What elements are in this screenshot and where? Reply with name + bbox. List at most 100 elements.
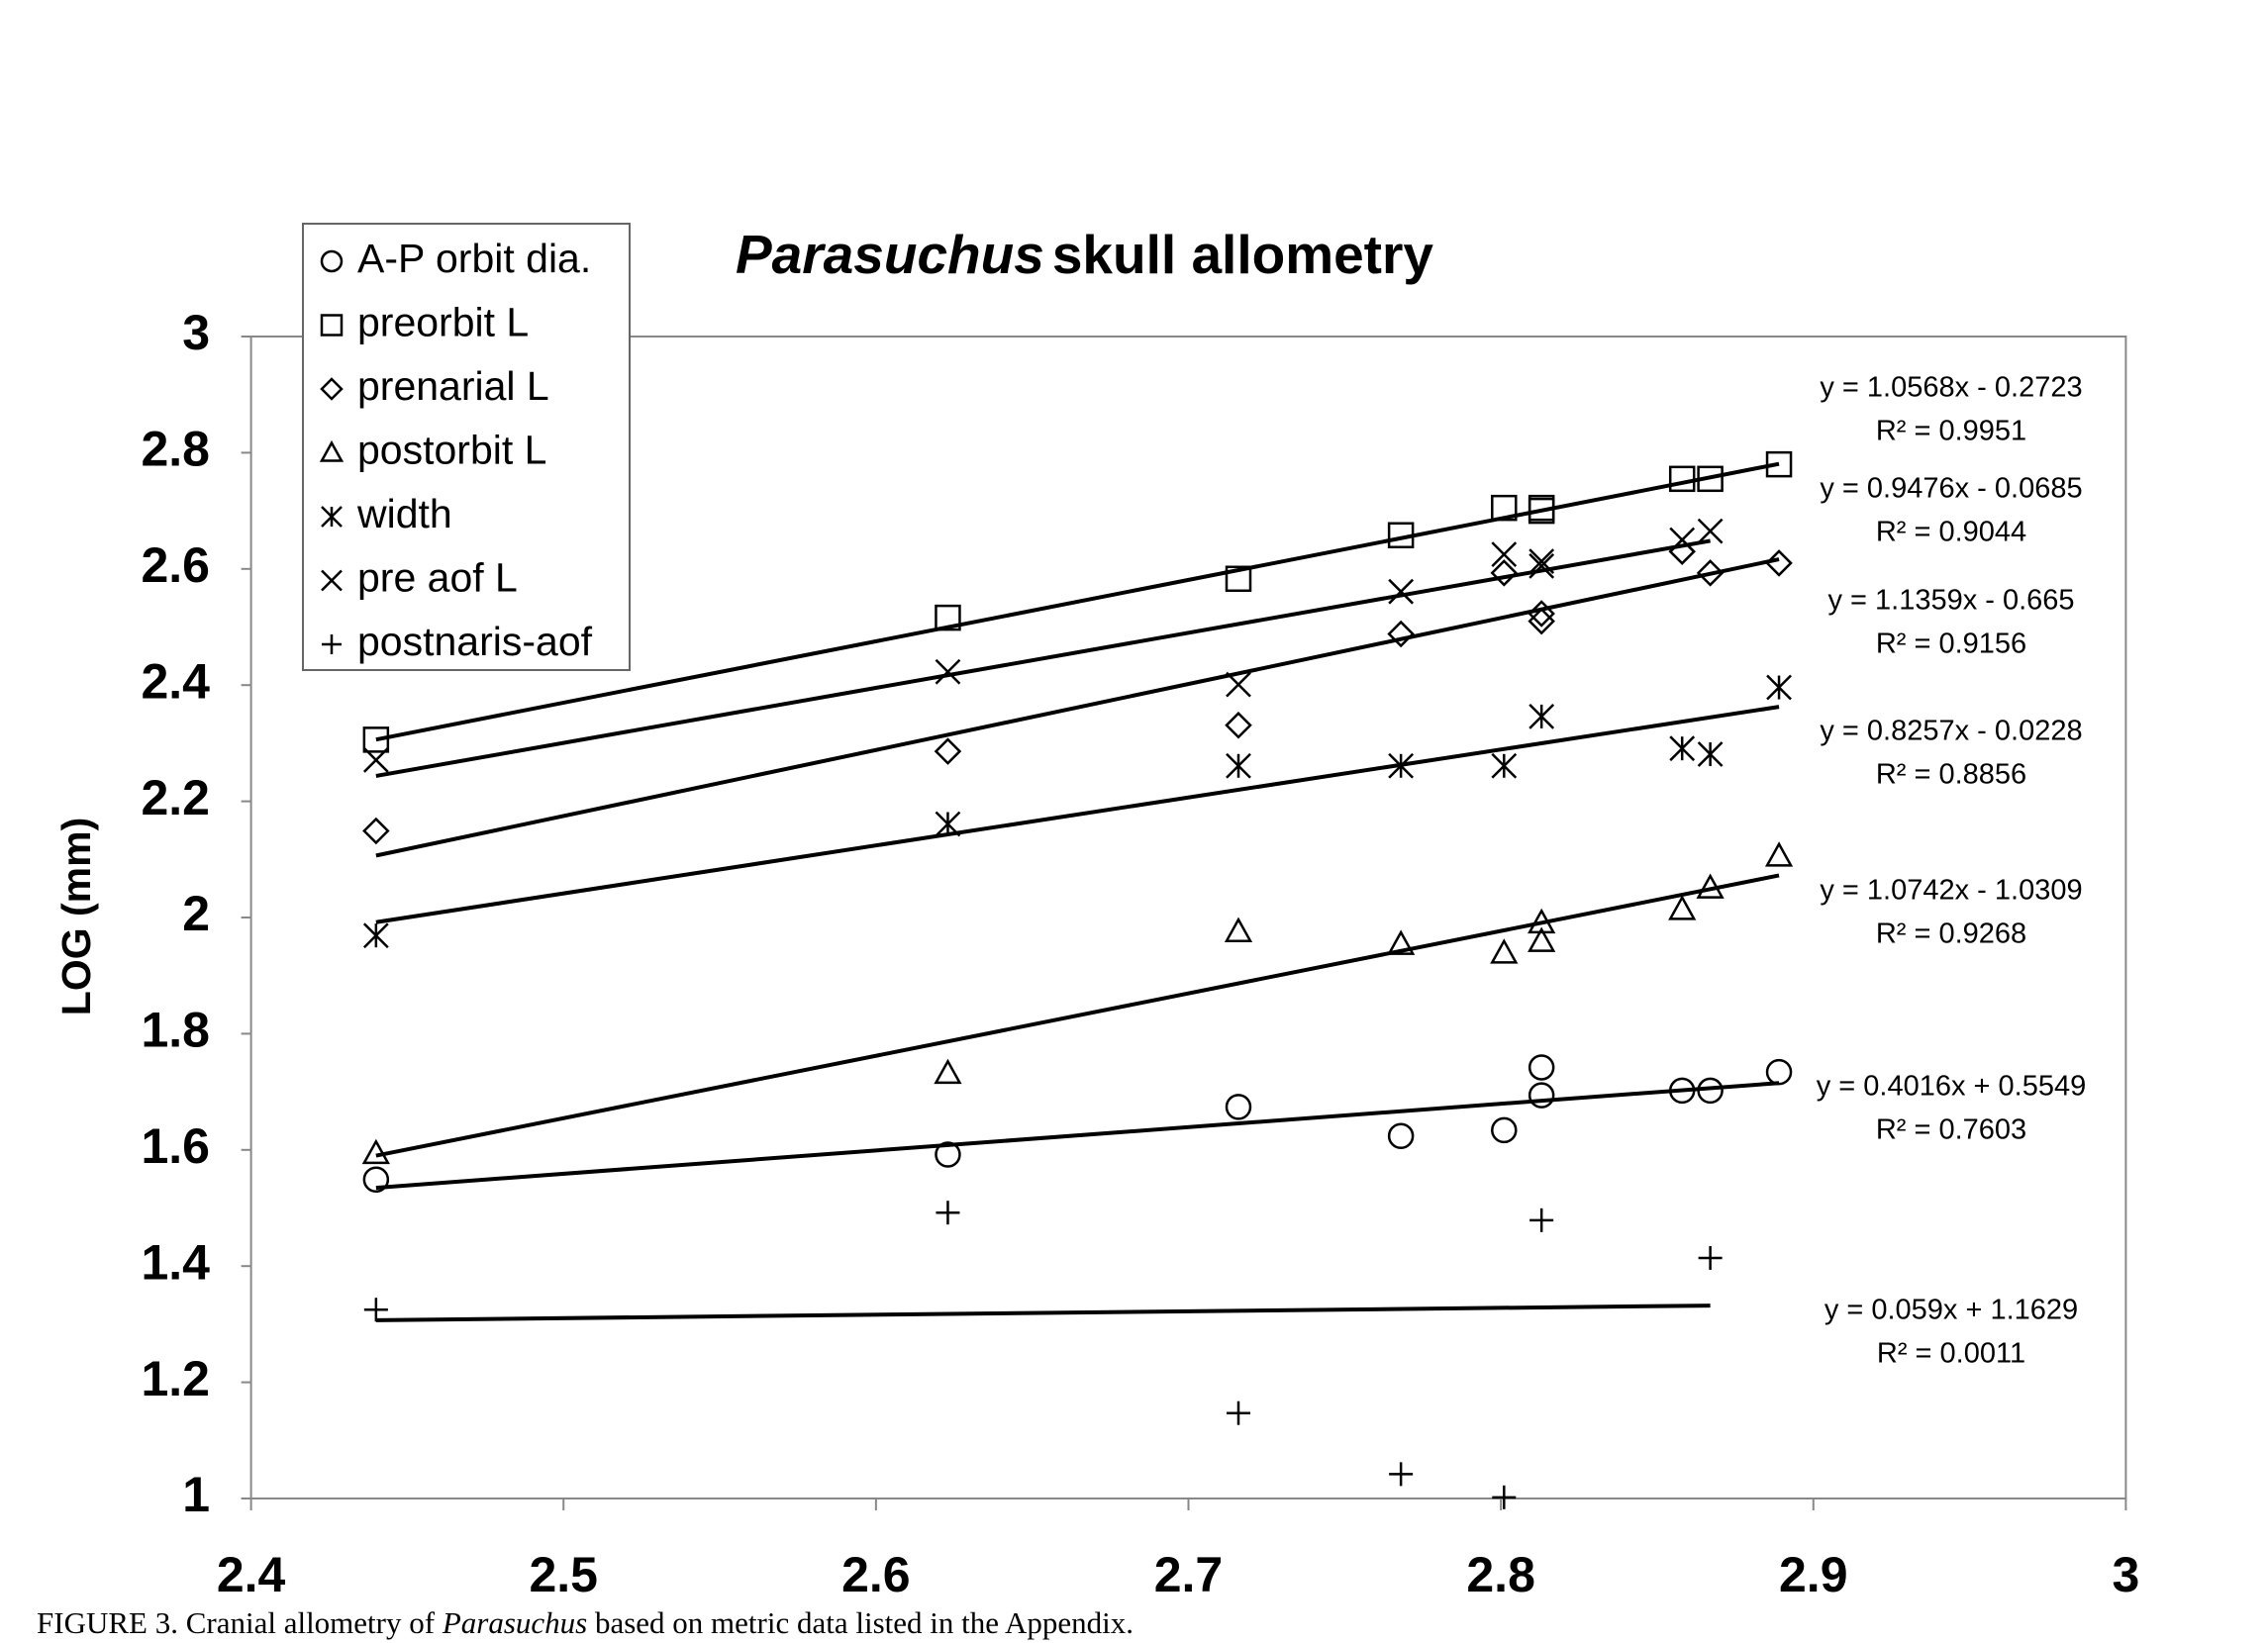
marker-shape (1765, 1058, 1793, 1086)
trend-r2: R² = 0.9156 (1876, 628, 2026, 660)
marker-circle (1528, 1082, 1555, 1109)
marker-shape (935, 604, 961, 631)
marker-plus (322, 634, 342, 654)
marker-shape (1696, 559, 1725, 587)
trend-line (375, 705, 1780, 924)
marker-asterisk (1388, 752, 1415, 779)
marker-shape (1491, 1116, 1518, 1144)
marker-shape (1491, 494, 1518, 522)
marker-square (935, 604, 961, 631)
legend-label: pre aof L (357, 554, 518, 600)
trend-equation: y = 1.1359x - 0.665 (1827, 585, 2074, 617)
trend-line (375, 461, 1780, 742)
legend-label: A-P orbit dia. (357, 236, 591, 281)
marker-shape (1528, 494, 1555, 522)
marker-shape (1224, 917, 1253, 942)
trend-r2: R² = 0.9044 (1876, 517, 2026, 548)
marker-plus (1529, 1208, 1554, 1232)
marker-shape (1668, 895, 1697, 920)
marker-triangle (1764, 841, 1794, 867)
y-axis-label: LOG (mm) (53, 818, 99, 1015)
y-tick-label: 1.6 (141, 1118, 210, 1174)
marker-shape (1528, 926, 1556, 952)
marker-plus (1227, 1401, 1251, 1425)
marker-square (1697, 465, 1724, 493)
trend-equation: y = 0.4016x + 0.5549 (1817, 1071, 2087, 1103)
marker-plus (936, 1201, 960, 1225)
trend-line (375, 873, 1780, 1158)
marker-shape (1490, 559, 1519, 587)
marker-stroke (1528, 552, 1555, 579)
marker-cross (935, 658, 961, 685)
y-tick-label: 2.8 (141, 422, 210, 477)
marker-triangle (934, 1058, 962, 1085)
legend-label: preorbit L (357, 299, 529, 344)
marker-square (1668, 465, 1696, 493)
marker-diamond (1225, 711, 1252, 739)
marker-circle (1765, 1058, 1793, 1086)
marker-asterisk (1528, 704, 1555, 729)
marker-circle (935, 1141, 961, 1168)
marker-plus (1389, 1462, 1414, 1487)
marker-diamond (1387, 620, 1415, 648)
marker-triangle (1528, 908, 1556, 934)
marker-stroke (935, 658, 961, 685)
trend-line (375, 1304, 1711, 1322)
marker-shape (1764, 841, 1794, 867)
marker-asterisk (1491, 752, 1518, 779)
marker-stroke (1669, 527, 1696, 553)
marker-shape (1225, 1094, 1252, 1120)
marker-shape (1696, 873, 1725, 899)
caption-part: based on metric data listed in the Appen… (587, 1605, 1134, 1640)
marker-shape (1225, 711, 1252, 739)
marker-triangle (1490, 938, 1519, 964)
marker-diamond (934, 737, 962, 765)
marker-shape (1225, 565, 1252, 593)
x-tick-label: 2.9 (1779, 1547, 1848, 1602)
marker-shape (1668, 1077, 1696, 1105)
marker-asterisk (1697, 741, 1724, 767)
trend-line (375, 557, 1780, 858)
marker-diamond (1528, 607, 1555, 635)
marker-stroke (1528, 548, 1555, 575)
y-tick-label: 2 (182, 886, 210, 941)
title-italic: Parasuchus (736, 224, 1044, 285)
caption-part: FIGURE 3. Cranial allometry of (37, 1605, 443, 1640)
y-tick-label: 1.8 (141, 1003, 210, 1058)
marker-square (320, 314, 344, 337)
caption-part: Parasuchus (442, 1605, 587, 1640)
marker-triangle (1528, 926, 1556, 952)
y-tick-label: 3 (182, 305, 210, 360)
trend-equation: y = 1.0742x - 1.0309 (1820, 875, 2082, 907)
marker-stroke (362, 747, 389, 773)
marker-asterisk (321, 506, 343, 528)
marker-shape (1765, 450, 1793, 478)
marker-triangle (1387, 929, 1416, 955)
marker-diamond (1528, 600, 1555, 628)
marker-shape (1697, 1077, 1724, 1105)
trend-r2: R² = 0.9951 (1876, 416, 2026, 447)
marker-cross (1669, 527, 1696, 553)
marker-diamond (362, 817, 390, 845)
y-tick-label: 1.4 (141, 1234, 210, 1290)
marker-plus (363, 1298, 388, 1322)
y-tick-label: 2.6 (141, 537, 210, 593)
marker-triangle (319, 439, 345, 462)
marker-asterisk (1766, 674, 1792, 701)
marker-shape (1765, 549, 1793, 577)
marker-circle (1491, 1116, 1518, 1144)
trend-r2: R² = 0.7603 (1876, 1114, 2026, 1146)
trend-equation: y = 0.9476x - 0.0685 (1820, 473, 2082, 505)
marker-shape (1387, 522, 1415, 549)
marker-stroke (1226, 671, 1251, 698)
trend-r2: R² = 0.9268 (1876, 918, 2026, 950)
trend-line (375, 538, 1711, 778)
caption: FIGURE 3. Cranial allometry of Parasuchu… (37, 1605, 1134, 1640)
x-tick-label: 2.7 (1154, 1547, 1224, 1602)
x-tick-label: 2.8 (1466, 1547, 1535, 1602)
marker-shape (362, 817, 390, 845)
y-tick-label: 2.2 (141, 770, 210, 825)
chart-title: Parasuchus skull allometry (736, 224, 1433, 285)
trend-equation: y = 0.8257x - 0.0228 (1820, 716, 2082, 747)
